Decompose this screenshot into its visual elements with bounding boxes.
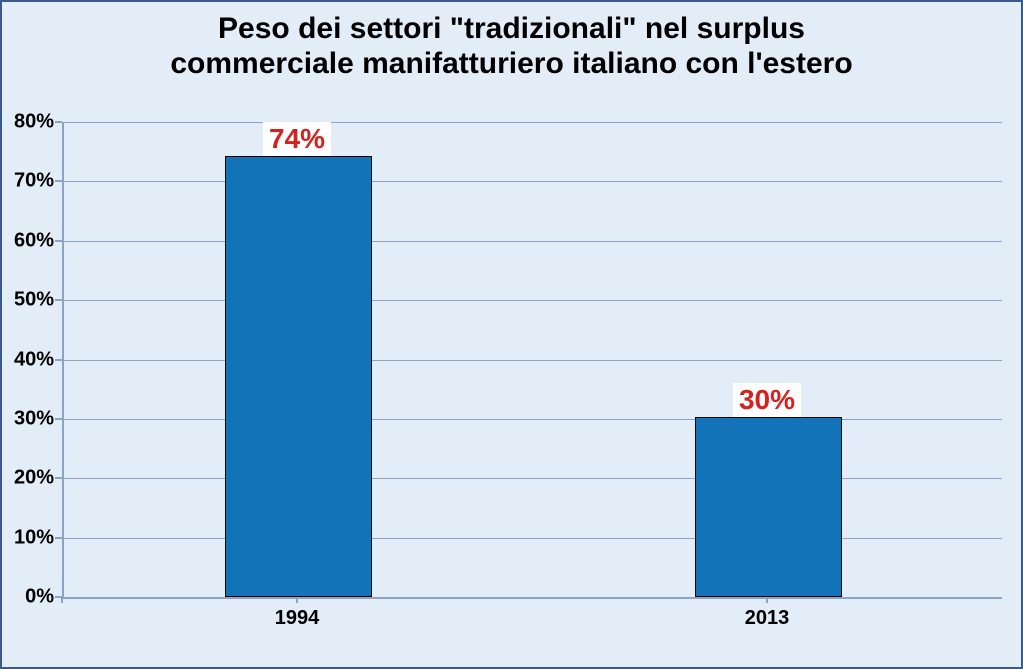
plot-area: 0%10%20%30%40%50%60%70%80%74%199430%2013: [62, 122, 1002, 597]
y-tick-label: 50%: [12, 289, 54, 312]
y-tick-mark: [55, 537, 62, 539]
x-tick-mark: [766, 597, 768, 603]
chart-title: Peso dei settori "tradizionali" nel surp…: [2, 2, 1021, 81]
y-tick-label: 0%: [12, 586, 54, 609]
data-label: 74%: [263, 122, 331, 156]
x-tick-label: 2013: [745, 607, 790, 630]
x-tick-mark: [296, 597, 298, 603]
y-tick-mark: [55, 121, 62, 123]
gridline: [62, 597, 1002, 599]
gridline: [62, 419, 1002, 420]
y-tick-mark: [55, 418, 62, 420]
x-tick-mark: [61, 597, 63, 603]
y-tick-label: 60%: [12, 229, 54, 252]
y-tick-label: 30%: [12, 407, 54, 430]
y-tick-mark: [55, 359, 62, 361]
chart-title-line1: Peso dei settori "tradizionali" nel surp…: [218, 12, 805, 45]
y-tick-label: 40%: [12, 348, 54, 371]
y-tick-mark: [55, 477, 62, 479]
gridline: [62, 181, 1002, 182]
gridline: [62, 538, 1002, 539]
plot-inner: 0%10%20%30%40%50%60%70%80%74%199430%2013: [62, 122, 1002, 597]
y-tick-mark: [55, 180, 62, 182]
data-label: 30%: [733, 383, 801, 417]
gridline: [62, 241, 1002, 242]
y-tick-label: 80%: [12, 111, 54, 134]
y-tick-mark: [55, 299, 62, 301]
y-tick-mark: [55, 240, 62, 242]
y-tick-label: 20%: [12, 467, 54, 490]
bar: [225, 156, 372, 597]
x-tick-label: 1994: [275, 607, 320, 630]
chart-title-line2: commerciale manifatturiero italiano con …: [170, 47, 852, 80]
gridline: [62, 360, 1002, 361]
gridline: [62, 122, 1002, 123]
gridline: [62, 300, 1002, 301]
y-tick-label: 70%: [12, 170, 54, 193]
gridline: [62, 478, 1002, 479]
bar-chart: Peso dei settori "tradizionali" nel surp…: [0, 0, 1023, 669]
y-axis-line: [62, 122, 64, 597]
y-tick-label: 10%: [12, 526, 54, 549]
bar: [695, 417, 842, 597]
